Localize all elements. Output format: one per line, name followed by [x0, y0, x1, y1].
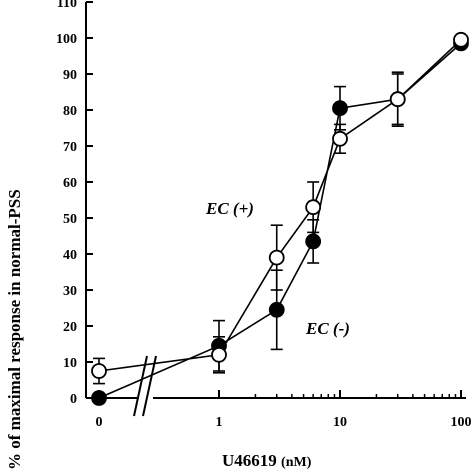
data-point-filled: [268, 301, 285, 318]
annotation-ec-minus: EC (-): [305, 319, 350, 338]
x-axis-title-unit: (nM): [281, 455, 312, 470]
data-point-open: [453, 31, 469, 48]
data-point-filled: [305, 233, 322, 250]
x-ticks: 0 1 10 100: [96, 390, 472, 430]
series-layer: [91, 31, 469, 406]
series-filled-circle: [91, 35, 469, 406]
y-tick-label: 110: [57, 0, 77, 11]
axes: [85, 2, 466, 417]
y-tick-label: 10: [63, 356, 77, 371]
y-axis-title: % of maximal response in normal-PSS: [5, 189, 24, 470]
y-tick-label: 50: [63, 212, 77, 227]
y-tick-label: 60: [63, 176, 77, 191]
data-point-open: [389, 91, 406, 108]
series-line: [98, 42, 462, 399]
x-tick-label: 1: [216, 415, 223, 430]
y-tick-label: 40: [63, 248, 77, 263]
annotation-ec-plus: EC (+): [205, 199, 254, 218]
x-tick-label: 0: [96, 415, 103, 430]
x-axis-title-main: U46619: [222, 451, 277, 470]
x-axis-title: U46619 (nM): [222, 451, 312, 470]
y-tick-label: 100: [56, 32, 77, 47]
y-ticks: 0 10 20 30 40 50 60 70 80 90 100 110: [56, 0, 93, 407]
axis-break-mark: [133, 355, 148, 417]
data-point-open: [305, 199, 322, 216]
y-tick-label: 30: [63, 284, 77, 299]
data-point-filled: [91, 390, 107, 406]
axis-break-mark: [142, 355, 157, 417]
y-tick-label: 0: [70, 392, 77, 407]
data-point-filled: [332, 100, 348, 117]
x-tick-label: 100: [451, 415, 472, 430]
y-tick-label: 20: [63, 320, 77, 335]
data-point-open: [268, 249, 285, 266]
series-line: [98, 39, 462, 372]
y-tick-label: 80: [63, 104, 77, 119]
y-tick-label: 90: [63, 68, 77, 83]
data-point-open: [332, 130, 348, 147]
series-open-circle: [91, 31, 469, 385]
x-tick-label: 10: [333, 415, 347, 430]
data-point-open: [211, 346, 227, 363]
data-point-open: [91, 363, 107, 379]
y-tick-label: 70: [63, 140, 77, 155]
